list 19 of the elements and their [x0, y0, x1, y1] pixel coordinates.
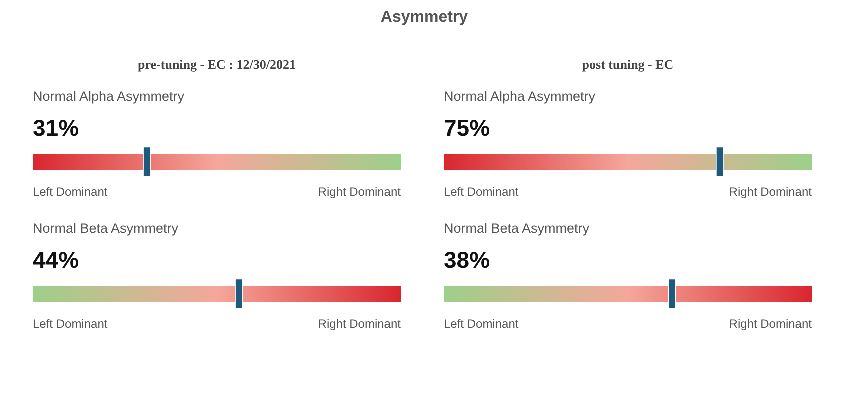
text: Asymmetry — [380, 9, 470, 27]
data-label: 38% — [444, 247, 490, 274]
category-label: Normal Beta Asymmetry — [33, 221, 179, 236]
text: Left Dominant — [33, 185, 108, 199]
data-label: 31% — [33, 115, 80, 142]
category-label: Normal Alpha Asymmetry — [33, 89, 185, 104]
text: Left Dominant — [33, 317, 108, 331]
text: Left Dominant — [444, 317, 519, 331]
text: Right Dominant — [729, 185, 812, 199]
category-label: Normal Beta Asymmetry — [444, 221, 590, 236]
text: Left Dominant — [444, 185, 519, 199]
text: post tuning - EC — [581, 57, 675, 73]
text: Right Dominant — [318, 317, 401, 331]
category-label: Normal Alpha Asymmetry — [444, 89, 596, 104]
text: Right Dominant — [729, 317, 812, 331]
data-label: 44% — [33, 247, 80, 274]
text: pre-tuning - EC : 12/30/2021 — [137, 57, 297, 73]
text: Right Dominant — [318, 185, 401, 199]
data-label: 75% — [444, 115, 490, 142]
